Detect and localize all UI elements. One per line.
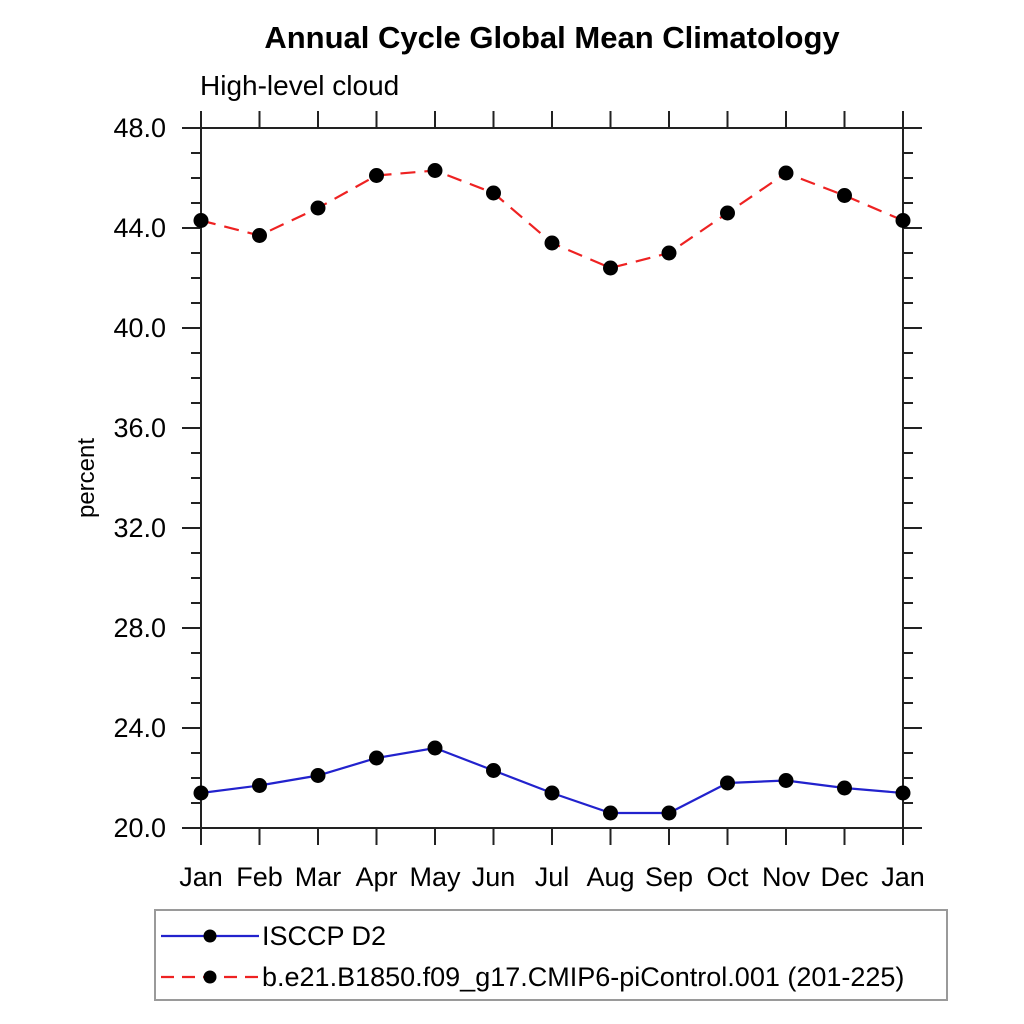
svg-text:Jan: Jan: [881, 862, 925, 892]
svg-text:44.0: 44.0: [113, 213, 166, 243]
svg-text:Oct: Oct: [706, 862, 749, 892]
legend-swatch-dashed-line: [161, 970, 259, 984]
series-points-0: [193, 740, 911, 821]
legend-swatch-solid-line: [161, 929, 259, 943]
svg-text:Dec: Dec: [820, 862, 868, 892]
legend-box: ISCCP D2 b.e21.B1850.f09_g17.CMIP6-piCon…: [154, 909, 948, 1001]
svg-text:Nov: Nov: [762, 862, 811, 892]
svg-text:Mar: Mar: [295, 862, 342, 892]
svg-text:Sep: Sep: [645, 862, 693, 892]
svg-text:48.0: 48.0: [113, 113, 166, 143]
y-axis-tick-labels: 20.0 24.0 28.0 32.0 36.0 40.0 44.0 48.0: [113, 113, 166, 843]
svg-text:Apr: Apr: [355, 862, 397, 892]
series-line-1: [200, 169, 904, 270]
svg-text:Jan: Jan: [179, 862, 223, 892]
svg-text:40.0: 40.0: [113, 313, 166, 343]
svg-text:Aug: Aug: [586, 862, 634, 892]
svg-text:Jun: Jun: [472, 862, 516, 892]
legend-item-isccp: ISCCP D2: [158, 919, 386, 953]
x-axis-tick-labels: Jan Feb Mar Apr May Jun Jul Aug Sep Oct Nov Dec Jan: [179, 862, 925, 892]
legend-item-model: b.e21.B1850.f09_g17.CMIP6-piControl.001 …: [158, 960, 904, 994]
legend-label-model: b.e21.B1850.f09_g17.CMIP6-piControl.001 …: [262, 961, 905, 992]
x-axis-ticks: [200, 111, 904, 845]
series-line-0: [200, 746, 904, 815]
plot-frame: [200, 127, 904, 829]
y-axis-ticks: [182, 127, 922, 829]
svg-text:Jul: Jul: [535, 862, 570, 892]
series-points-1: [193, 163, 911, 276]
svg-text:20.0: 20.0: [113, 813, 166, 843]
svg-text:28.0: 28.0: [113, 613, 166, 643]
chart-subtitle: High-level cloud: [200, 70, 400, 101]
svg-text:36.0: 36.0: [113, 413, 166, 443]
legend-label-isccp: ISCCP D2: [262, 920, 387, 951]
svg-text:24.0: 24.0: [113, 713, 166, 743]
chart-title: Annual Cycle Global Mean Climatology: [264, 20, 840, 55]
svg-text:May: May: [409, 862, 461, 892]
svg-text:Feb: Feb: [236, 862, 283, 892]
svg-text:32.0: 32.0: [113, 513, 166, 543]
